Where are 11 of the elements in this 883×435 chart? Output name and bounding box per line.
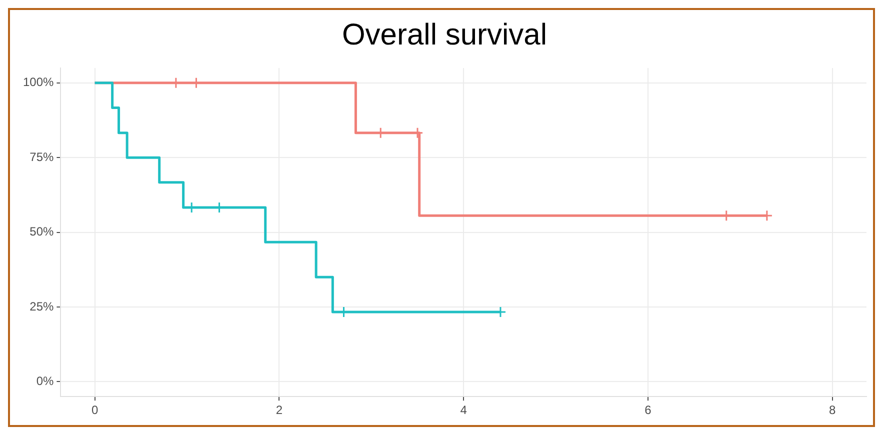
x-tick-label: 2 xyxy=(276,403,283,418)
y-tick-label: 100% xyxy=(22,75,54,90)
chart-title: Overall survival xyxy=(342,18,548,52)
y-tick-label: 50% xyxy=(30,224,54,239)
x-tick-label: 6 xyxy=(644,403,652,418)
x-tick-label: 4 xyxy=(460,403,468,418)
y-tick-label: 75% xyxy=(30,150,54,164)
y-tick-label: 0% xyxy=(36,374,54,388)
x-tick-label: 0 xyxy=(91,403,98,418)
x-tick-label: 8 xyxy=(829,403,836,418)
y-tick-label: 25% xyxy=(30,299,54,314)
